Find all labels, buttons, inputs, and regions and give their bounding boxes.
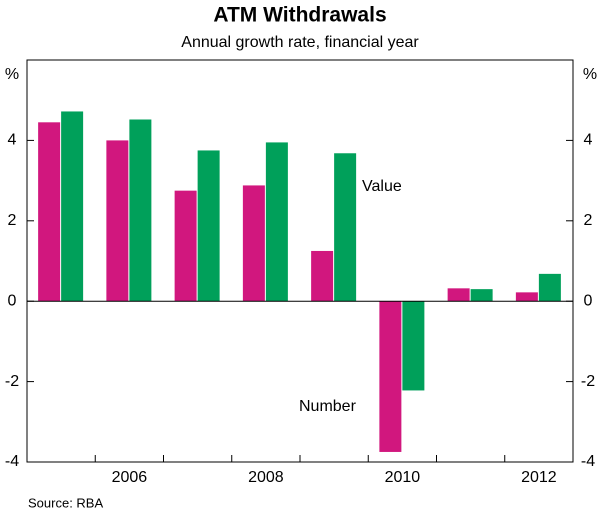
- bar: [402, 301, 425, 391]
- bar: [538, 273, 561, 302]
- bar: [197, 150, 220, 302]
- bar: [379, 301, 402, 452]
- y-tick-label: 4: [8, 132, 17, 149]
- chart-subtitle: Annual growth rate, financial year: [181, 34, 419, 51]
- y-unit: %: [5, 66, 19, 83]
- bar: [242, 185, 265, 302]
- bar: [129, 119, 152, 302]
- x-tick-label: 2012: [521, 469, 557, 486]
- x-tick-label: 2010: [385, 469, 421, 486]
- y2-tick-label: -4: [581, 453, 595, 470]
- bar: [38, 122, 61, 302]
- y-tick-label: 0: [8, 292, 17, 309]
- x-tick-label: 2008: [248, 469, 284, 486]
- bar: [265, 142, 288, 302]
- bar: [311, 250, 334, 302]
- y2-tick-label: 0: [584, 292, 593, 309]
- y-tick-label: -4: [5, 453, 19, 470]
- y2-unit: %: [583, 66, 597, 83]
- series-label: Number: [299, 398, 357, 415]
- x-tick-label: 2006: [112, 469, 148, 486]
- y2-tick-label: -2: [581, 373, 595, 390]
- bar: [447, 288, 470, 302]
- y2-tick-label: 4: [584, 132, 593, 149]
- bar: [106, 140, 129, 302]
- y2-tick-label: 2: [584, 212, 593, 229]
- y-tick-label: 2: [8, 212, 17, 229]
- source: Source: RBA: [28, 495, 103, 510]
- bar: [470, 289, 493, 302]
- series-label: Value: [362, 178, 402, 195]
- bar: [174, 190, 197, 302]
- y-tick-label: -2: [5, 373, 19, 390]
- bar: [334, 153, 357, 302]
- bar: [61, 111, 84, 302]
- chart-title: ATM Withdrawals: [213, 4, 386, 27]
- bar: [515, 292, 538, 302]
